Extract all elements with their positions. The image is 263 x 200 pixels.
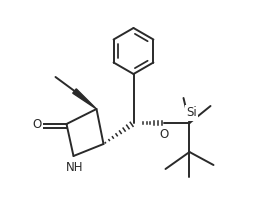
Text: NH: NH <box>66 161 83 174</box>
Text: O: O <box>32 117 42 130</box>
Text: Si: Si <box>186 106 197 119</box>
Polygon shape <box>73 89 97 109</box>
Text: O: O <box>159 128 168 140</box>
